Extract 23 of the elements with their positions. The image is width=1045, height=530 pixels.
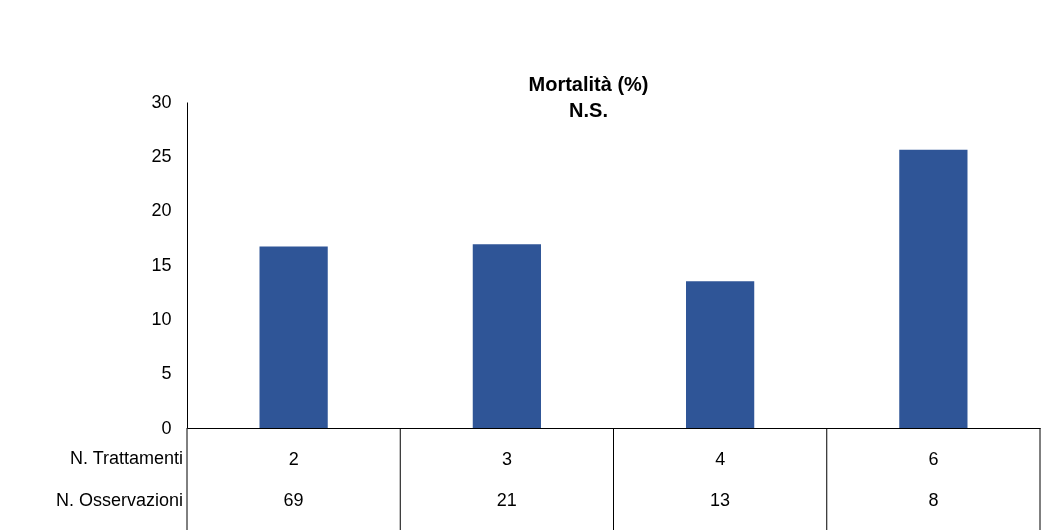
text: N. Osservazioni bbox=[55, 490, 183, 510]
text: 21 bbox=[496, 490, 517, 510]
y-tick-label: 30 bbox=[151, 91, 172, 112]
x-axis-title: N. Trattamenti bbox=[69, 448, 183, 468]
bar bbox=[259, 246, 328, 428]
text: 13 bbox=[710, 490, 731, 510]
y-tick-label: 0 bbox=[161, 417, 172, 438]
y-tick-label: 20 bbox=[151, 200, 172, 221]
bar bbox=[472, 244, 541, 428]
text: 69 bbox=[283, 490, 304, 510]
y-tick-label: 10 bbox=[151, 308, 172, 329]
text: 8 bbox=[928, 490, 939, 510]
x-tick-label: 3 bbox=[501, 448, 512, 469]
chart-title: Mortalità (%) bbox=[528, 73, 649, 95]
y-tick-label: 15 bbox=[151, 254, 172, 275]
x-tick-label: 2 bbox=[288, 448, 299, 469]
y-tick-label: 5 bbox=[161, 363, 172, 384]
y-tick-label: 25 bbox=[151, 145, 172, 166]
chart-subtitle: N.S. bbox=[569, 99, 608, 121]
x-tick-label: 4 bbox=[715, 448, 726, 469]
x-tick-label: 6 bbox=[928, 448, 939, 469]
bar bbox=[686, 281, 755, 428]
bar bbox=[899, 149, 968, 428]
